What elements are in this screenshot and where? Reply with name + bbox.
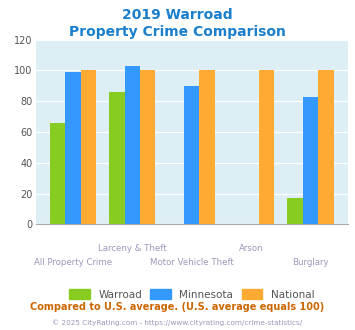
Text: Larceny & Theft: Larceny & Theft <box>98 244 166 253</box>
Text: © 2025 CityRating.com - https://www.cityrating.com/crime-statistics/: © 2025 CityRating.com - https://www.city… <box>53 319 302 326</box>
Text: Motor Vehicle Theft: Motor Vehicle Theft <box>150 258 234 267</box>
Bar <box>287 198 303 224</box>
Bar <box>184 86 200 224</box>
Text: All Property Crime: All Property Crime <box>34 258 112 267</box>
Text: 2019 Warroad: 2019 Warroad <box>122 8 233 22</box>
Bar <box>259 70 274 224</box>
Bar <box>318 70 334 224</box>
Text: Burglary: Burglary <box>292 258 329 267</box>
Bar <box>65 72 81 224</box>
Bar <box>140 70 155 224</box>
Bar <box>109 92 125 224</box>
Bar <box>50 123 65 224</box>
Text: Property Crime Comparison: Property Crime Comparison <box>69 25 286 39</box>
Text: Compared to U.S. average. (U.S. average equals 100): Compared to U.S. average. (U.S. average … <box>31 302 324 312</box>
Bar <box>81 70 96 224</box>
Legend: Warroad, Minnesota, National: Warroad, Minnesota, National <box>65 285 318 304</box>
Bar <box>303 97 318 224</box>
Bar <box>125 66 140 224</box>
Bar <box>200 70 215 224</box>
Text: Arson: Arson <box>239 244 263 253</box>
